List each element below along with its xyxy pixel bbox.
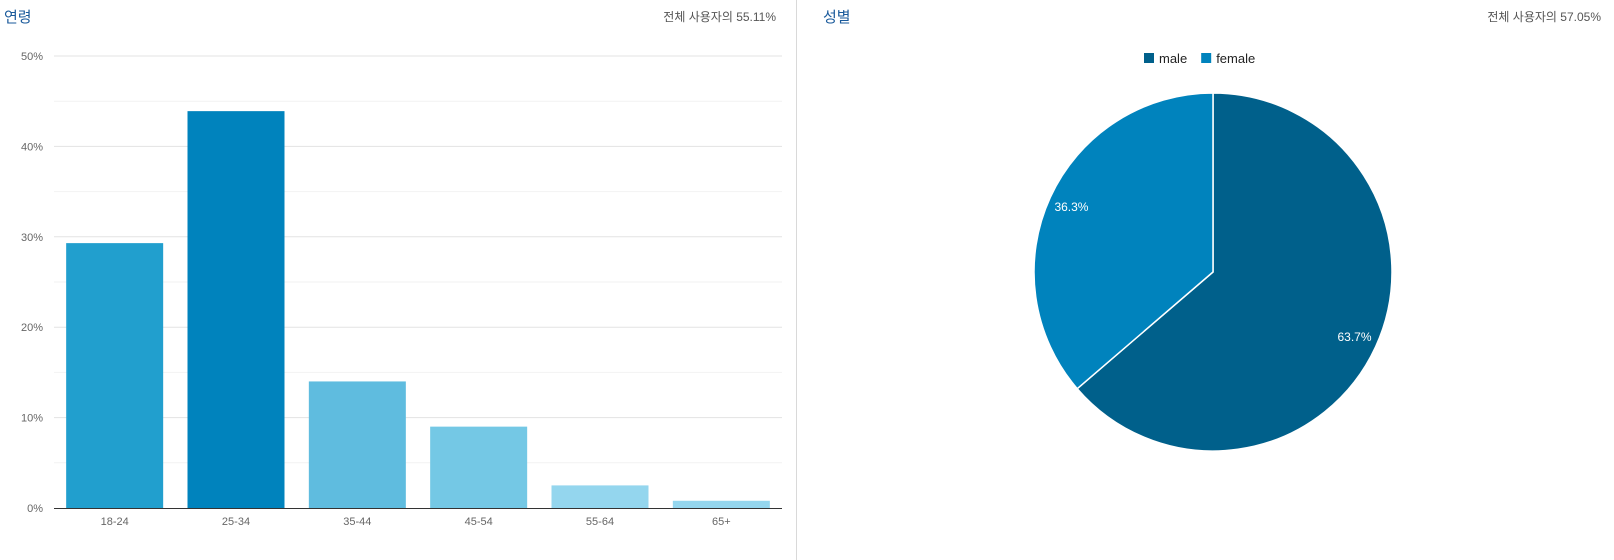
legend-swatch-female [1201, 53, 1212, 63]
pie-slice-label: 36.3% [1054, 200, 1088, 214]
gender-panel-title: 성별 [823, 9, 851, 26]
gender-panel: 성별 전체 사용자의 57.05% 63.7% 36.3% male female [797, 0, 1614, 560]
gender-pie-chart: 63.7% 36.3% male female [1033, 51, 1393, 452]
x-tick-label: 25-34 [222, 516, 250, 528]
legend-label-male: male [1159, 51, 1187, 66]
y-tick-label: 30% [21, 232, 43, 244]
legend-swatch-male [1144, 53, 1154, 63]
pie-slice-female [1033, 92, 1214, 390]
y-tick-label: 40% [21, 141, 43, 153]
x-tick-label: 65+ [712, 516, 731, 528]
bar-18-24 [66, 243, 164, 509]
x-tick-label: 35-44 [343, 516, 371, 528]
legend-label-female: female [1216, 51, 1255, 66]
y-tick-label: 20% [21, 322, 43, 334]
bar-65+ [672, 500, 770, 508]
x-tick-label: 18-24 [101, 516, 129, 528]
bar-55-64 [551, 485, 649, 508]
bar-45-54 [430, 426, 528, 508]
x-tick-label: 45-54 [465, 516, 493, 528]
bar-25-34 [187, 111, 285, 509]
age-bar-chart: 0% 10% 20% 30% 40% 50% 18-24 25-34 35-44 45-54 55-… [21, 51, 782, 528]
x-tick-label: 55-64 [586, 516, 614, 528]
age-panel-title: 연령 [4, 9, 32, 26]
y-tick-label: 0% [27, 503, 43, 515]
age-panel-summary: 전체 사용자의 55.11% [663, 10, 776, 24]
age-panel: 연령 전체 사용자의 55.11% 0% 10% 20% 30% 40% 50% 18-24… [0, 0, 796, 560]
y-tick-label: 50% [21, 51, 43, 63]
panel-divider [796, 0, 797, 560]
bar-35-44 [308, 381, 406, 508]
y-tick-label: 10% [21, 413, 43, 425]
pie-slice-male [1076, 92, 1393, 452]
pie-slice-label: 63.7% [1338, 330, 1372, 344]
gender-panel-summary: 전체 사용자의 57.05% [1487, 10, 1601, 24]
